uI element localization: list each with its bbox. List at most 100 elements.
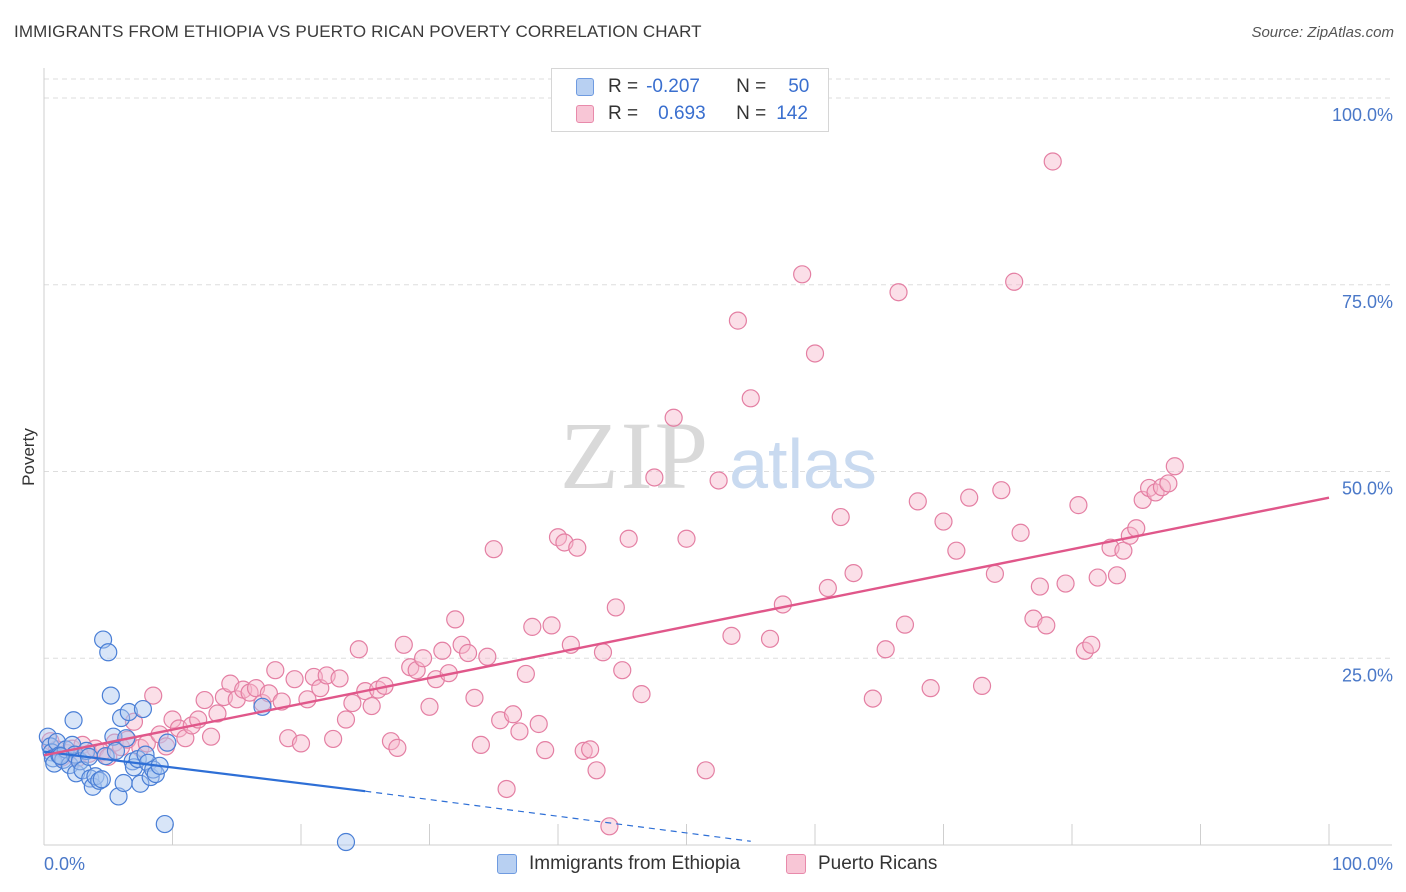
puerto-ricans-point-100 [741,389,760,408]
puerto-ricans-point-67 [465,688,484,707]
puerto-ricans-point-64 [446,610,465,629]
axes [43,68,1392,846]
y-axis-labels: 25.0% 50.0% 75.0% 100.0% [1332,105,1393,685]
puerto-ricans-point-25 [195,690,214,710]
legend-n-value: 50 [788,76,810,97]
x-tick-label-min: 0.0% [44,854,85,874]
puerto-ricans-point-51 [362,696,381,716]
trend-line-ethiopia [43,750,366,793]
puerto-ricans-point-110 [889,283,908,302]
puerto-ricans-point-86 [587,761,606,780]
legend-n-label: N = [736,76,767,97]
puerto-ricans-point-78 [536,741,555,760]
y-tick-label-25: 25.0% [1342,665,1393,685]
legend-row-ethiopia: R = -0.207 N = 50 [576,74,809,100]
puerto-ricans-point-117 [972,676,992,695]
puerto-ricans-point-93 [645,468,664,487]
puerto-ricans-point-119 [992,481,1011,500]
y-axis-title: Poverty [19,428,38,486]
puerto-ricans-point-85 [581,740,600,759]
y-tick-label-50: 50.0% [1342,479,1393,499]
puerto-ricans-point-54 [381,732,401,751]
puerto-ricans-point-77 [529,714,548,734]
chart-title: IMMIGRANTS FROM ETHIOPIA VS PUERTO RICAN… [14,22,702,41]
puerto-ricans-point-97 [709,471,728,490]
trend-line-puerto-ricans [43,496,1330,757]
puerto-ricans-point-105 [818,578,837,598]
puerto-ricans-point-106 [831,507,850,527]
ethiopia-point-26 [101,686,120,705]
ethiopia-point-22 [92,770,111,789]
puerto-ricans-point-68 [471,735,490,755]
puerto-ricans-point-101 [760,629,780,648]
puerto-ricans-point-116 [960,488,979,507]
puerto-ricans-point-48 [343,693,362,713]
ethiopia-point-48 [336,832,356,852]
puerto-ricans-point-94 [664,408,683,427]
puerto-ricans-point-130 [1088,568,1107,587]
legend-n-label: N = [736,103,767,124]
puerto-ricans-point-60 [420,697,439,716]
puerto-ricans-point-114 [934,512,953,531]
grid-lines [44,78,1392,659]
legend-swatch-pink [576,105,594,123]
puerto-ricans-point-115 [947,541,966,560]
puerto-ricans-point-108 [863,689,882,708]
puerto-ricans-point-62 [433,641,452,660]
puerto-ricans-point-55 [388,738,407,757]
legend-swatch-blue [576,78,594,96]
ethiopia-point-31 [114,773,133,793]
bottom-legend-swatch-pink [786,854,806,874]
puerto-ricans-point-103 [793,265,812,284]
puerto-ricans-point-90 [613,661,632,680]
puerto-ricans-point-75 [516,664,535,684]
puerto-ricans-point-140 [1159,474,1178,493]
puerto-ricans-point-84 [574,741,593,760]
puerto-ricans-point-49 [349,640,368,659]
bottom-legend-puerto-ricans: Puerto Ricans [786,850,937,878]
puerto-ricans-point-98 [722,626,741,645]
puerto-ricans-point-89 [606,598,625,617]
puerto-ricans-point-73 [503,705,523,724]
y-tick-label-100: 100.0% [1332,105,1393,125]
y-tick-label-75: 75.0% [1342,292,1393,312]
puerto-ricans-point-102 [773,595,792,614]
ethiopia-point-28 [106,741,126,760]
puerto-ricans-point-26 [201,727,221,746]
ethiopia-point-33 [119,702,138,722]
ethiopia-point-37 [131,774,150,793]
puerto-ricans-point-45 [324,729,343,749]
legend-n-value: 142 [776,103,808,124]
puerto-ricans-point-39 [285,670,304,689]
watermark-zip: ZIP [560,402,710,509]
ethiopia-point-38 [133,699,153,719]
puerto-ricans-point-70 [484,540,503,559]
puerto-ricans-point-66 [458,643,478,663]
bottom-legend-ethiopia: Immigrants from Ethiopia [497,850,740,878]
puerto-ricans-point-132 [1107,566,1127,585]
ethiopia-point-13 [64,711,83,730]
x-axis-ticks [43,824,1330,845]
puerto-ricans-point-92 [632,685,651,704]
puerto-ricans-point-88 [600,817,619,836]
trend-line-ethiopia-extension [365,790,751,842]
legend-r-value: -0.207 [646,76,700,97]
puerto-ricans-point-126 [1056,574,1075,593]
x-tick-label-max: 100.0% [1332,854,1393,874]
puerto-ricans-point-127 [1069,496,1088,515]
puerto-ricans-point-95 [677,529,696,548]
puerto-ricans-point-27 [208,704,227,723]
puerto-ricans-point-74 [510,722,529,741]
puerto-ricans-point-83 [568,538,587,557]
puerto-ricans-point-120 [1005,272,1024,291]
puerto-ricans-point-17 [144,686,163,705]
puerto-ricans-point-141 [1165,457,1184,476]
legend-r-label: R = [608,103,639,124]
puerto-ricans-point-69 [478,647,497,666]
puerto-ricans-point-109 [876,640,895,659]
bottom-legend-label-puerto-ricans: Puerto Ricans [818,853,938,874]
ethiopia-point-25 [99,643,118,662]
puerto-ricans-point-107 [844,563,863,583]
puerto-ricans-point-87 [593,643,613,662]
source-label: Source: ZipAtlas.com [1251,24,1394,41]
